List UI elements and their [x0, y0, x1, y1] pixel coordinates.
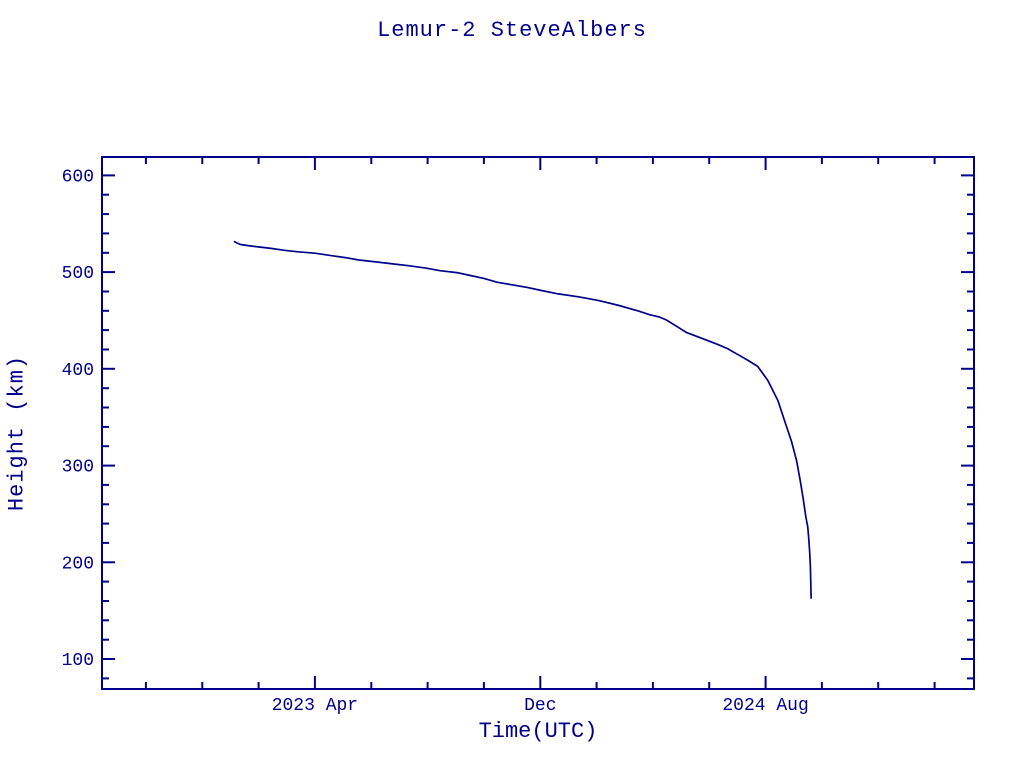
y-axis-label: Height (km) [4, 354, 30, 512]
x-axis-label: Time(UTC) [478, 719, 598, 744]
x-tick-label: Dec [524, 696, 556, 716]
y-tick-label: 100 [62, 651, 94, 671]
plot-box [101, 156, 975, 690]
chart-title: Lemur-2 SteveAlbers [377, 18, 647, 43]
y-tick-label: 300 [62, 458, 94, 478]
y-tick-label: 500 [62, 264, 94, 284]
y-tick-label: 600 [62, 167, 94, 187]
x-tick-label: 2024 Aug [722, 696, 808, 716]
x-tick-label: 2023 Apr [272, 696, 358, 716]
y-tick-label: 400 [62, 361, 94, 381]
y-tick-label: 200 [62, 554, 94, 574]
height-curve [233, 240, 812, 599]
